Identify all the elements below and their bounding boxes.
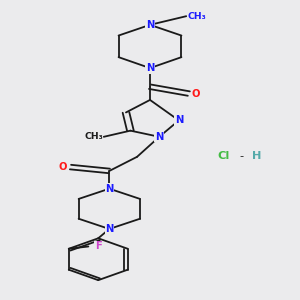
Text: H: H bbox=[252, 151, 261, 161]
Text: O: O bbox=[191, 88, 200, 99]
Text: F: F bbox=[95, 242, 102, 251]
Text: Cl: Cl bbox=[218, 151, 230, 161]
Text: N: N bbox=[146, 20, 154, 30]
Text: O: O bbox=[59, 162, 67, 172]
Text: CH₃: CH₃ bbox=[188, 12, 207, 21]
Text: N: N bbox=[105, 224, 113, 234]
Text: N: N bbox=[155, 132, 164, 142]
Text: N: N bbox=[175, 116, 183, 125]
Text: -: - bbox=[240, 151, 244, 161]
Text: N: N bbox=[105, 184, 113, 194]
Text: CH₃: CH₃ bbox=[84, 132, 103, 141]
Text: N: N bbox=[146, 63, 154, 73]
